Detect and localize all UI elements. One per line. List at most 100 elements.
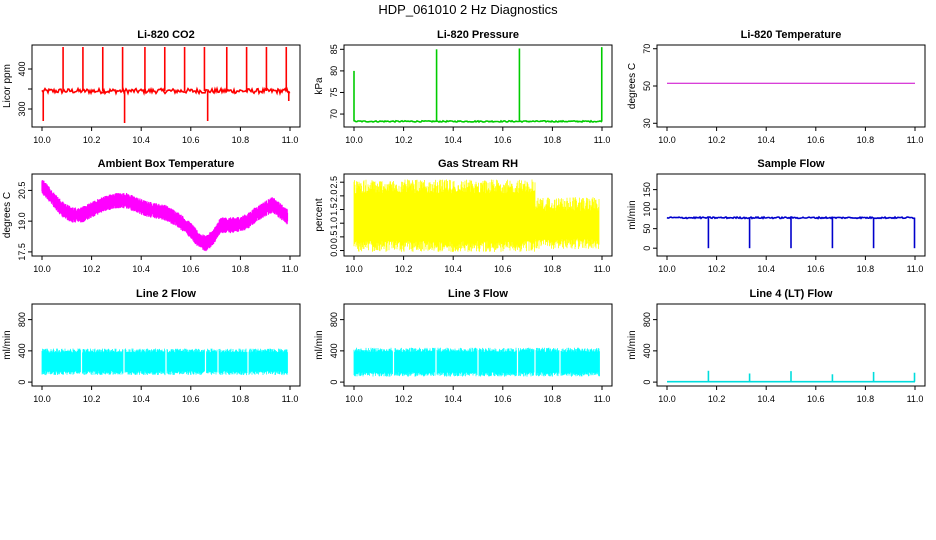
x-tick-label: 11.0	[282, 135, 299, 145]
data-series-rh-segment-1	[534, 197, 600, 250]
panel-line4: Line 4 (LT) Flow ml/min 10.0 10.2 10.4 10.6 10…	[627, 288, 926, 404]
data-series-line3-segment-0	[353, 347, 600, 377]
x-tick-label: 10.6	[182, 394, 200, 404]
y-tick-label: 0.0	[329, 244, 339, 257]
x-tick-label: 10.2	[83, 135, 101, 145]
chart-title: Li-820 Temperature	[741, 29, 842, 41]
y-tick-label: 400	[17, 61, 27, 76]
x-tick-label: 10.4	[132, 394, 150, 404]
data-series-rh-segment-0	[353, 179, 536, 252]
x-tick-label: 10.4	[757, 135, 775, 145]
plot-area	[41, 180, 289, 252]
y-tick-label: 400	[17, 343, 27, 358]
x-tick-label: 10.8	[544, 264, 562, 274]
y-tick-label: 19.0	[17, 212, 27, 230]
x-tick-label: 10.6	[807, 394, 825, 404]
y-axis-label: Licor ppm	[2, 64, 13, 108]
x-tick-label: 10.6	[494, 394, 512, 404]
y-tick-label: 0	[17, 380, 27, 385]
y-axis-label: percent	[314, 198, 325, 232]
panel-line3: Line 3 Flow ml/min 10.0 10.2 10.4 10.6 10.8 11.…	[314, 288, 613, 404]
plot-frame	[31, 303, 301, 387]
y-tick-label: 50	[642, 224, 652, 234]
x-tick-label: 10.8	[544, 135, 562, 145]
panel-ambient-temp: Ambient Box Temperature degrees C 10.0 10.2…	[2, 158, 301, 274]
panel-li820-temp: Li-820 Temperature degrees C 10.0 10.2 10.4 1…	[627, 29, 926, 145]
x-tick-label: 10.6	[494, 264, 512, 274]
x-tick-label: 10.2	[708, 394, 726, 404]
chart-title: Line 2 Flow	[136, 288, 196, 300]
y-axis-label: ml/min	[2, 330, 13, 359]
x-tick-label: 10.8	[857, 394, 875, 404]
x-tick-label: 10.0	[345, 135, 363, 145]
y-tick-label: 85	[329, 44, 339, 54]
chart-title: Li-820 CO2	[137, 29, 194, 41]
y-tick-label: 2.0	[329, 190, 339, 203]
x-tick-label: 11.0	[282, 264, 299, 274]
plot-area	[41, 47, 291, 123]
x-tick-label: 10.4	[132, 135, 150, 145]
y-axis-label: degrees C	[627, 63, 638, 109]
y-tick-label: 300	[17, 101, 27, 116]
y-tick-label: 400	[642, 343, 652, 358]
panel-rh: Gas Stream RH percent 10.0 10.2 10.4 10.6 10.8…	[314, 158, 613, 274]
y-tick-label: 0.5	[329, 231, 339, 244]
x-tick-label: 11.0	[594, 394, 611, 404]
x-tick-label: 10.2	[708, 135, 726, 145]
panel-sample-flow: Sample Flow ml/min 10.0 10.2 10.4 10.6 10.8 11.…	[627, 158, 926, 274]
chart-title: Gas Stream RH	[438, 158, 518, 170]
x-tick-label: 10.6	[807, 135, 825, 145]
plot-area	[353, 179, 600, 252]
x-tick-label: 10.8	[232, 135, 250, 145]
plot-frame	[31, 44, 301, 128]
y-tick-label: 1.0	[329, 217, 339, 230]
y-tick-label: 0	[642, 246, 652, 251]
y-tick-label: 1.5	[329, 203, 339, 216]
data-series-pressure	[353, 119, 603, 124]
plot-frame	[343, 173, 613, 257]
y-tick-label: 70	[329, 109, 339, 119]
plot-area	[353, 347, 600, 377]
plot-area	[41, 348, 288, 376]
y-tick-label: 30	[642, 118, 652, 128]
x-tick-label: 10.2	[395, 135, 413, 145]
x-tick-label: 11.0	[907, 135, 924, 145]
x-tick-label: 10.2	[395, 394, 413, 404]
x-tick-label: 10.8	[857, 135, 875, 145]
plot-area	[667, 370, 916, 383]
x-tick-label: 11.0	[594, 135, 611, 145]
x-tick-label: 10.8	[232, 264, 250, 274]
y-tick-label: 2.5	[329, 176, 339, 189]
x-tick-label: 10.6	[182, 264, 200, 274]
panel-co2: Li-820 CO2 Licor ppm 10.0 10.2 10.4 10.6 10.8 1…	[2, 29, 301, 145]
plot-frame	[343, 303, 613, 387]
x-tick-label: 10.2	[708, 264, 726, 274]
x-tick-label: 10.0	[345, 394, 363, 404]
y-tick-label: 70	[642, 44, 652, 54]
x-tick-label: 10.4	[444, 135, 462, 145]
y-tick-label: 20.5	[17, 182, 27, 200]
data-series-co2	[41, 85, 291, 97]
x-tick-label: 11.0	[907, 264, 924, 274]
x-tick-label: 10.4	[757, 394, 775, 404]
chart-title: Line 4 (LT) Flow	[750, 288, 833, 300]
x-tick-label: 10.8	[232, 394, 250, 404]
x-tick-label: 10.8	[544, 394, 562, 404]
x-tick-label: 10.6	[807, 264, 825, 274]
x-tick-label: 10.6	[494, 135, 512, 145]
plot-frame	[656, 303, 926, 387]
y-tick-label: 150	[642, 182, 652, 197]
chart-title: Line 3 Flow	[448, 288, 508, 300]
y-tick-label: 0	[642, 380, 652, 385]
y-tick-label: 0	[329, 380, 339, 385]
panel-line2: Line 2 Flow ml/min 10.0 10.2 10.4 10.6 10.8 11.…	[2, 288, 301, 404]
x-tick-label: 11.0	[907, 394, 924, 404]
x-tick-label: 10.6	[182, 135, 200, 145]
chart-title: Sample Flow	[757, 158, 825, 170]
x-tick-label: 10.0	[345, 264, 363, 274]
x-tick-label: 10.4	[757, 264, 775, 274]
x-tick-label: 10.8	[857, 264, 875, 274]
y-tick-label: 80	[329, 66, 339, 76]
y-tick-label: 800	[17, 312, 27, 327]
x-tick-label: 10.0	[658, 264, 676, 274]
